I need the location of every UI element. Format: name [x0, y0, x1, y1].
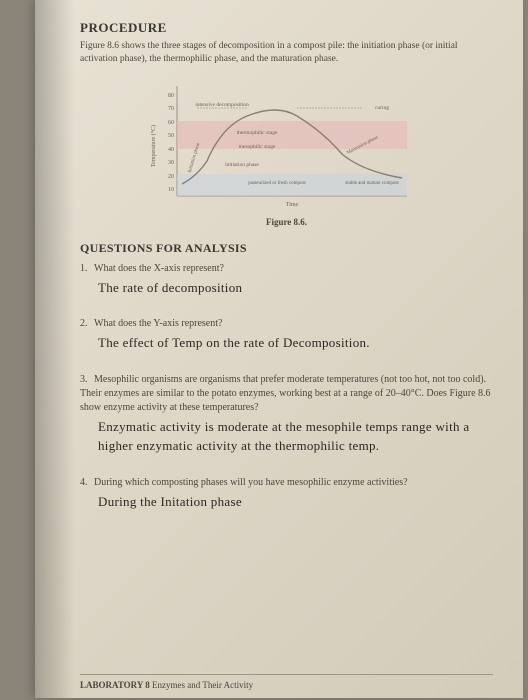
svg-text:70: 70: [168, 106, 174, 112]
svg-text:50: 50: [168, 133, 174, 139]
q1-num: 1.: [80, 262, 94, 276]
q3-answer: Enzymatic activity is moderate at the me…: [98, 417, 493, 456]
footer-title: Enzymes and Their Activity: [150, 680, 253, 690]
hot-band: [177, 121, 407, 149]
q4-num: 4.: [80, 476, 94, 490]
question-1: 1.What does the X-axis represent? The ra…: [80, 262, 493, 298]
svg-text:thermophilic stage: thermophilic stage: [236, 130, 277, 136]
svg-text:pasteurized or fresh compost: pasteurized or fresh compost: [248, 181, 306, 186]
question-4: 4.During which composting phases will yo…: [80, 476, 493, 512]
y-axis-label: Temperature (°C): [150, 125, 157, 167]
q2-answer: The effect of Temp on the rate of Decomp…: [98, 333, 493, 353]
svg-text:60: 60: [168, 120, 174, 126]
worksheet-page: PROCEDURE Figure 8.6 shows the three sta…: [35, 0, 523, 698]
procedure-body: Figure 8.6 shows the three stages of dec…: [80, 40, 493, 66]
svg-text:stable and mature compost: stable and mature compost: [345, 181, 399, 186]
page-shadow: [35, 0, 75, 698]
svg-text:80: 80: [168, 93, 174, 99]
q2-text: What does the Y-axis represent?: [94, 318, 222, 329]
svg-text:30: 30: [168, 160, 174, 166]
svg-text:intensive decomposition: intensive decomposition: [195, 102, 249, 108]
svg-text:20: 20: [168, 174, 174, 180]
svg-text:10: 10: [168, 187, 174, 193]
question-2: 2.What does the Y-axis represent? The ef…: [80, 317, 493, 353]
procedure-heading: PROCEDURE: [80, 20, 493, 36]
q4-answer: During the Initation phase: [98, 492, 493, 512]
page-footer: LABORATORY 8 Enzymes and Their Activity: [80, 674, 493, 690]
q1-text: What does the X-axis represent?: [94, 263, 224, 274]
decomposition-chart: Temperature (°C) 10 20 30 40 50 60 70 80: [147, 76, 427, 211]
question-3: 3.Mesophilic organisms are organisms tha…: [80, 373, 493, 456]
footer-lab: LABORATORY 8: [80, 680, 150, 690]
q2-num: 2.: [80, 317, 94, 331]
svg-text:curing: curing: [374, 105, 388, 111]
svg-text:mesophilic stage: mesophilic stage: [238, 144, 275, 150]
svg-text:initiation phase: initiation phase: [225, 162, 259, 168]
q3-text: Mesophilic organisms are organisms that …: [80, 374, 491, 413]
q3-num: 3.: [80, 373, 94, 387]
q4-text: During which composting phases will you …: [94, 477, 408, 488]
figure-caption: Figure 8.6.: [80, 217, 493, 227]
svg-text:Time: Time: [285, 202, 298, 208]
questions-heading: QUESTIONS FOR ANALYSIS: [80, 241, 493, 256]
svg-text:40: 40: [168, 147, 174, 153]
q1-answer: The rate of decomposition: [98, 278, 493, 298]
